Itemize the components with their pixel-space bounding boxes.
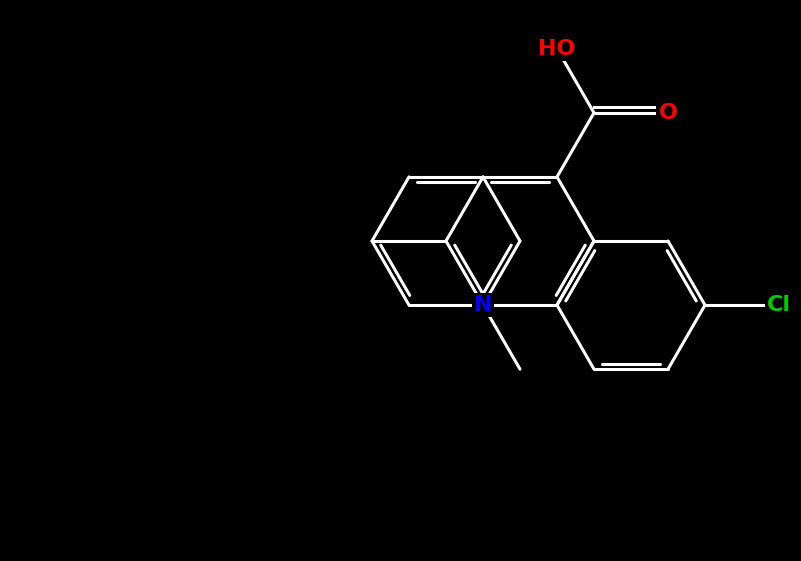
Text: HO: HO <box>538 39 576 59</box>
Text: N: N <box>473 295 493 315</box>
Text: O: O <box>658 103 678 123</box>
Text: Cl: Cl <box>767 295 791 315</box>
